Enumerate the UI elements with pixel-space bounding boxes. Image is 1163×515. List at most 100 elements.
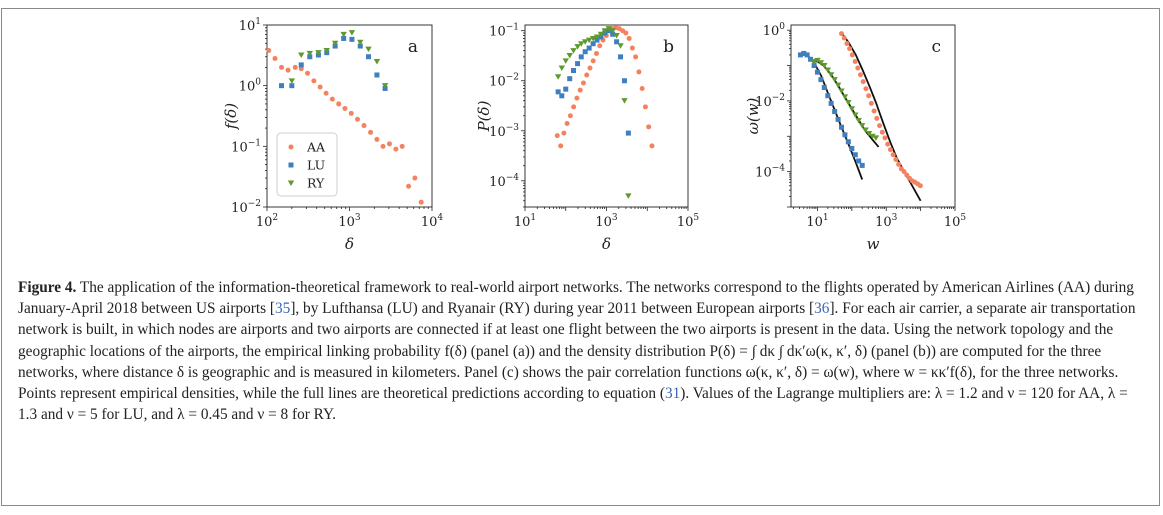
x-axis-label-a: δ	[345, 235, 354, 253]
data-point-AA	[852, 59, 858, 65]
data-point-AA	[279, 64, 285, 70]
data-point-AA	[574, 95, 580, 101]
data-point-AA	[636, 69, 642, 75]
data-point-AA	[348, 110, 354, 116]
data-point-AA	[863, 86, 869, 92]
data-point-RY	[562, 58, 569, 64]
data-point-RY	[357, 39, 364, 46]
data-point-LU	[582, 49, 588, 55]
reference-link-35[interactable]: 35	[275, 300, 291, 318]
data-point-RY	[858, 123, 866, 129]
data-point-RY	[578, 41, 585, 47]
data-point-LU	[374, 72, 380, 78]
data-point-RY	[570, 48, 577, 54]
y-tick-label-b: 10−4	[489, 173, 519, 190]
data-point-AA	[885, 141, 891, 147]
data-point-LU	[835, 116, 841, 122]
data-point-AA	[336, 101, 342, 107]
data-point-LU	[298, 62, 304, 68]
data-point-RY	[581, 39, 589, 45]
data-point-RY	[834, 82, 842, 89]
data-point-AA	[860, 79, 866, 85]
data-point-RY	[348, 30, 356, 36]
data-point-RY	[617, 43, 624, 49]
data-point-AA	[317, 84, 323, 90]
x-axis-label-b: δ	[602, 235, 611, 253]
data-point-AA	[896, 161, 902, 167]
data-point-AA	[584, 72, 590, 78]
data-point-LU	[279, 83, 285, 89]
data-point-AA	[554, 133, 560, 139]
panel-c: 101 103 105 10−4 10−2 100 w ω(w) c	[744, 22, 966, 253]
data-point-LU	[856, 158, 862, 164]
data-point-LU	[307, 54, 313, 60]
y-tick-label-a: 10−2	[231, 199, 261, 216]
caption-text-2: ], by Lufthansa (LU) and Ryanair (RY) du…	[290, 300, 815, 318]
data-point-RY	[306, 50, 313, 57]
data-point-LU	[563, 86, 569, 92]
data-point-AA	[393, 146, 399, 152]
data-point-LU	[808, 56, 814, 62]
data-point-RY	[841, 94, 849, 100]
y-tick-label-a: 100	[239, 78, 262, 95]
data-point-AA	[577, 87, 583, 93]
x-tick-label-a: 104	[421, 213, 444, 230]
data-point-RY	[609, 28, 616, 34]
data-point-AA	[285, 67, 291, 73]
y-tick-label-b: 10−3	[489, 123, 519, 140]
data-point-AA	[646, 124, 652, 130]
data-point-AA	[406, 183, 412, 189]
data-point-RY	[566, 52, 573, 59]
y-tick-label-b: 10−1	[489, 23, 519, 40]
data-point-AA	[901, 169, 907, 175]
data-point-AA	[597, 43, 603, 49]
x-tick-label-b: 105	[677, 213, 700, 230]
data-point-AA	[590, 58, 596, 64]
equation-link-31[interactable]: 31	[664, 385, 681, 403]
data-point-LU	[594, 37, 600, 43]
data-point-LU	[842, 132, 848, 138]
panel-label-b: b	[663, 37, 674, 57]
data-point-AA	[311, 78, 317, 84]
x-tick-label-c: 101	[806, 213, 828, 230]
x-tick-label-c: 103	[875, 213, 898, 230]
x-tick-label-c: 105	[944, 213, 967, 230]
data-point-LU	[341, 35, 347, 41]
data-point-RY	[597, 31, 605, 38]
data-point-AA	[298, 66, 304, 72]
data-point-AA	[855, 65, 861, 71]
caption-text-4: ). Values of the Lagrange multipliers ar…	[18, 385, 1128, 424]
data-point-AA	[561, 130, 567, 136]
data-point-AA	[305, 70, 311, 76]
data-point-LU	[559, 93, 565, 99]
y-axis-label-a: f(δ)	[222, 103, 240, 130]
data-point-AA	[380, 143, 386, 149]
legend-label-AA: AA	[306, 140, 326, 155]
data-point-AA	[871, 108, 877, 114]
data-point-LU	[821, 84, 827, 90]
data-point-AA	[323, 90, 329, 96]
legend-label-RY: RY	[307, 176, 325, 191]
data-point-RY	[621, 98, 628, 104]
data-point-AA	[887, 147, 893, 153]
reference-link-36[interactable]: 36	[814, 300, 830, 318]
data-point-LU	[289, 83, 295, 89]
data-point-AA	[893, 157, 899, 163]
data-point-LU	[804, 52, 810, 58]
data-point-RY	[589, 35, 597, 42]
data-point-AA	[890, 152, 896, 158]
data-point-LU	[571, 68, 577, 74]
data-point-AA	[874, 115, 880, 121]
data-point-LU	[838, 124, 844, 130]
data-point-LU	[349, 36, 355, 42]
data-point-AA	[879, 129, 885, 135]
data-point-LU	[852, 152, 858, 158]
data-point-LU	[590, 41, 596, 47]
data-point-RY	[872, 135, 880, 141]
data-point-RY	[288, 78, 296, 84]
data-point-AA	[841, 35, 847, 41]
data-point-RY	[381, 83, 389, 89]
data-point-AA	[639, 85, 645, 91]
data-point-LU	[811, 63, 817, 69]
